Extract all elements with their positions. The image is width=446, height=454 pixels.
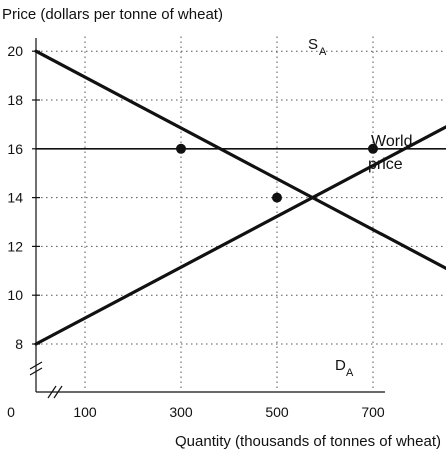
supply-label: S	[308, 36, 318, 53]
y-tick-label-12: 12	[7, 238, 23, 254]
y-tick-label-14: 14	[7, 190, 23, 206]
demand-label-subscript: A	[346, 367, 354, 379]
y-tick-label-8: 8	[15, 336, 23, 352]
supply-label-subscript: A	[319, 46, 327, 58]
point-500-14	[272, 192, 282, 203]
x-tick-label-300: 300	[169, 404, 193, 420]
demand-curve	[34, 49, 446, 271]
y-tick-label-10: 10	[7, 287, 23, 303]
x-tick-label-500: 500	[265, 404, 289, 420]
marked-points	[176, 143, 378, 203]
point-300-16	[176, 143, 186, 154]
y-axis-break	[29, 361, 43, 376]
x-tick-label-0: 0	[7, 404, 15, 420]
x-axis-break	[47, 385, 63, 399]
x-tick-label-700: 700	[361, 404, 385, 420]
series: S AD A	[34, 36, 446, 379]
axes	[29, 38, 385, 399]
demand-label: D	[335, 357, 346, 374]
y-tick-label-16: 16	[7, 141, 23, 157]
point-700-16	[368, 143, 378, 154]
y-tick-label-18: 18	[7, 92, 23, 108]
x-tick-label-100: 100	[73, 404, 97, 420]
y-axis-title: Price (dollars per tonne of wheat)	[2, 6, 223, 23]
y-tick-label-20: 20	[7, 43, 23, 59]
x-axis-title: Quantity (thousands of tonnes of wheat)	[175, 433, 441, 450]
world-price: World price	[36, 133, 446, 173]
world-price-label-line1: World	[371, 133, 413, 150]
tick-labels: 01003005007009001,1001,3008101214161820	[7, 43, 385, 420]
world-price-label-line2: price	[368, 156, 403, 173]
grid	[32, 36, 446, 392]
